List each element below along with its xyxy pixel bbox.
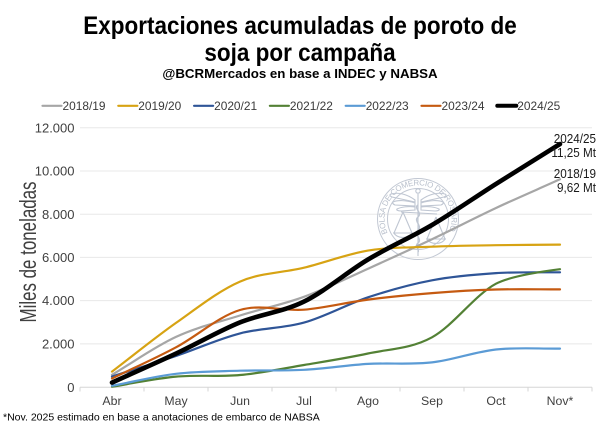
svg-text:8.000: 8.000 bbox=[42, 207, 75, 222]
svg-text:2023/24: 2023/24 bbox=[442, 99, 485, 113]
svg-text:10.000: 10.000 bbox=[35, 164, 75, 179]
svg-text:11,25 Mt: 11,25 Mt bbox=[551, 145, 596, 160]
svg-text:6.000: 6.000 bbox=[42, 250, 75, 265]
svg-text:*Nov. 2025 estimado en base a: *Nov. 2025 estimado en base a anotacione… bbox=[3, 412, 320, 424]
svg-text:2022/23: 2022/23 bbox=[366, 99, 409, 113]
svg-text:Jul: Jul bbox=[296, 394, 312, 408]
svg-text:2018/19: 2018/19 bbox=[554, 166, 596, 181]
svg-text:2020/21: 2020/21 bbox=[214, 99, 257, 113]
svg-text:Sep: Sep bbox=[421, 394, 443, 408]
svg-text:May: May bbox=[164, 394, 188, 408]
svg-text:Jun: Jun bbox=[230, 394, 250, 408]
svg-text:soja por campaña: soja por campaña bbox=[204, 39, 396, 67]
svg-text:4.000: 4.000 bbox=[42, 293, 75, 308]
svg-text:9,62 Mt: 9,62 Mt bbox=[557, 180, 597, 195]
svg-text:@BCRMercados en base a INDEC y: @BCRMercados en base a INDEC y NABSA bbox=[162, 66, 438, 81]
svg-text:Miles de toneladas: Miles de toneladas bbox=[15, 181, 41, 322]
svg-text:Exportaciones acumuladas de po: Exportaciones acumuladas de poroto de bbox=[83, 12, 517, 40]
svg-text:2024/25: 2024/25 bbox=[554, 131, 596, 146]
svg-text:Ago: Ago bbox=[357, 394, 379, 408]
svg-text:Nov*: Nov* bbox=[547, 394, 574, 408]
svg-text:0: 0 bbox=[67, 380, 74, 395]
svg-text:2024/25: 2024/25 bbox=[517, 99, 560, 113]
svg-text:Abr: Abr bbox=[102, 394, 121, 408]
svg-text:Oct: Oct bbox=[486, 394, 506, 408]
svg-text:2.000: 2.000 bbox=[42, 337, 75, 352]
svg-text:2021/22: 2021/22 bbox=[290, 99, 333, 113]
svg-text:2018/19: 2018/19 bbox=[63, 99, 106, 113]
svg-text:12.000: 12.000 bbox=[35, 120, 75, 135]
svg-text:2019/20: 2019/20 bbox=[138, 99, 181, 113]
